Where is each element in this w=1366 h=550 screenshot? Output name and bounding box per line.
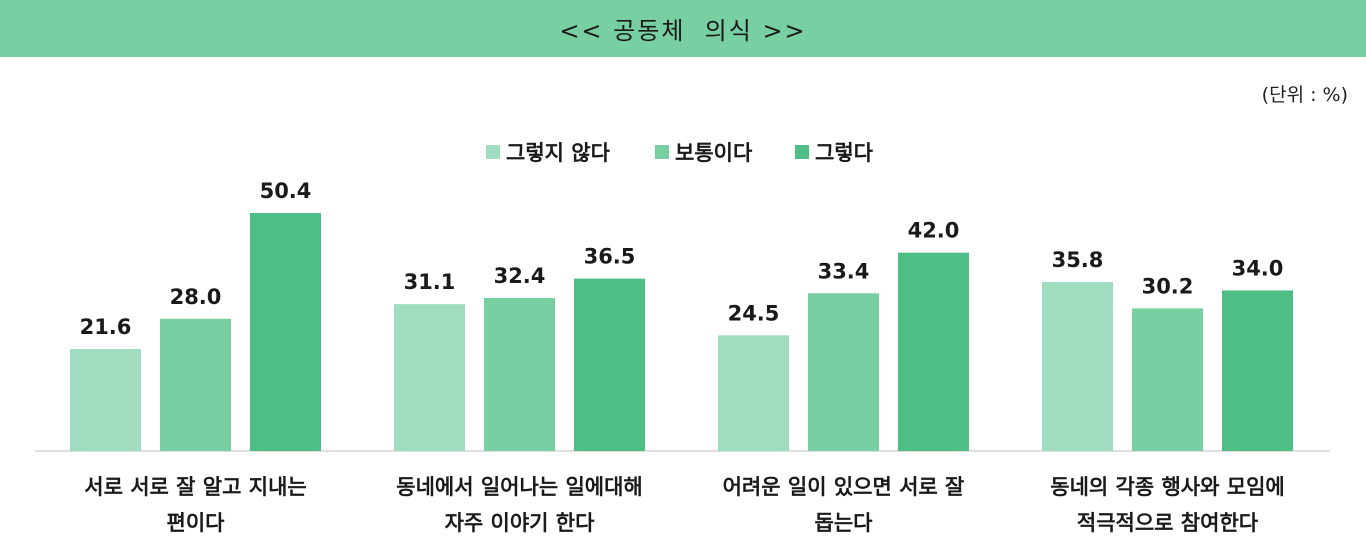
unit-label: (단위 : %) [1261, 84, 1348, 106]
bar-1-1 [70, 349, 141, 451]
bar-4-3 [1222, 290, 1293, 451]
bar-2-1 [394, 304, 465, 451]
data-label-1-1: 21.6 [80, 315, 132, 339]
data-label-1-2: 28.0 [170, 285, 222, 309]
bar-4-2 [1132, 308, 1203, 451]
chart-title: << 공동체 의식 >> [559, 17, 807, 45]
legend-label-2: 보통이다 [675, 141, 753, 165]
tick-label-2-line-1: 동네에서 일어나는 일에대해 [396, 475, 642, 499]
tick-label-4-line-1: 동네의 각종 행사와 모임에 [1050, 475, 1284, 499]
bar-1-3 [250, 213, 321, 451]
data-label-4-1: 35.8 [1052, 248, 1104, 272]
bar-3-1 [718, 335, 789, 451]
data-label-2-1: 31.1 [404, 270, 456, 294]
bar-4-1 [1042, 281, 1113, 451]
legend-swatch-1 [486, 145, 500, 159]
data-label-3-2: 33.4 [818, 259, 870, 283]
bar-3-3 [898, 252, 969, 451]
legend-label-3: 그렇다 [815, 141, 874, 165]
legend-swatch-3 [795, 145, 809, 159]
bar-1-2 [160, 318, 231, 451]
data-label-4-3: 34.0 [1232, 256, 1284, 280]
legend-label-1: 그렇지 않다 [506, 141, 611, 165]
data-label-3-1: 24.5 [728, 301, 780, 325]
tick-label-1-line-1: 서로 서로 잘 알고 지내는 [84, 475, 306, 499]
bar-2-2 [484, 298, 555, 451]
data-label-4-2: 30.2 [1142, 274, 1194, 298]
tick-label-1-line-2: 편이다 [167, 511, 226, 535]
tick-label-3-line-2: 돕는다 [815, 511, 874, 535]
tick-label-2-line-2: 자주 이야기 한다 [445, 511, 596, 535]
data-label-3-3: 42.0 [908, 219, 960, 243]
bar-2-3 [574, 278, 645, 451]
title-banner: << 공동체 의식 >> [0, 0, 1366, 57]
tick-label-4-line-2: 적극적으로 참여한다 [1077, 511, 1259, 535]
data-label-2-3: 36.5 [584, 245, 636, 269]
bar-3-2 [808, 293, 879, 451]
legend-swatch-2 [655, 145, 669, 159]
data-label-1-3: 50.4 [260, 179, 312, 203]
data-label-2-2: 32.4 [494, 264, 546, 288]
tick-label-3-line-1: 어려운 일이 있으면 서로 잘 [723, 475, 965, 499]
